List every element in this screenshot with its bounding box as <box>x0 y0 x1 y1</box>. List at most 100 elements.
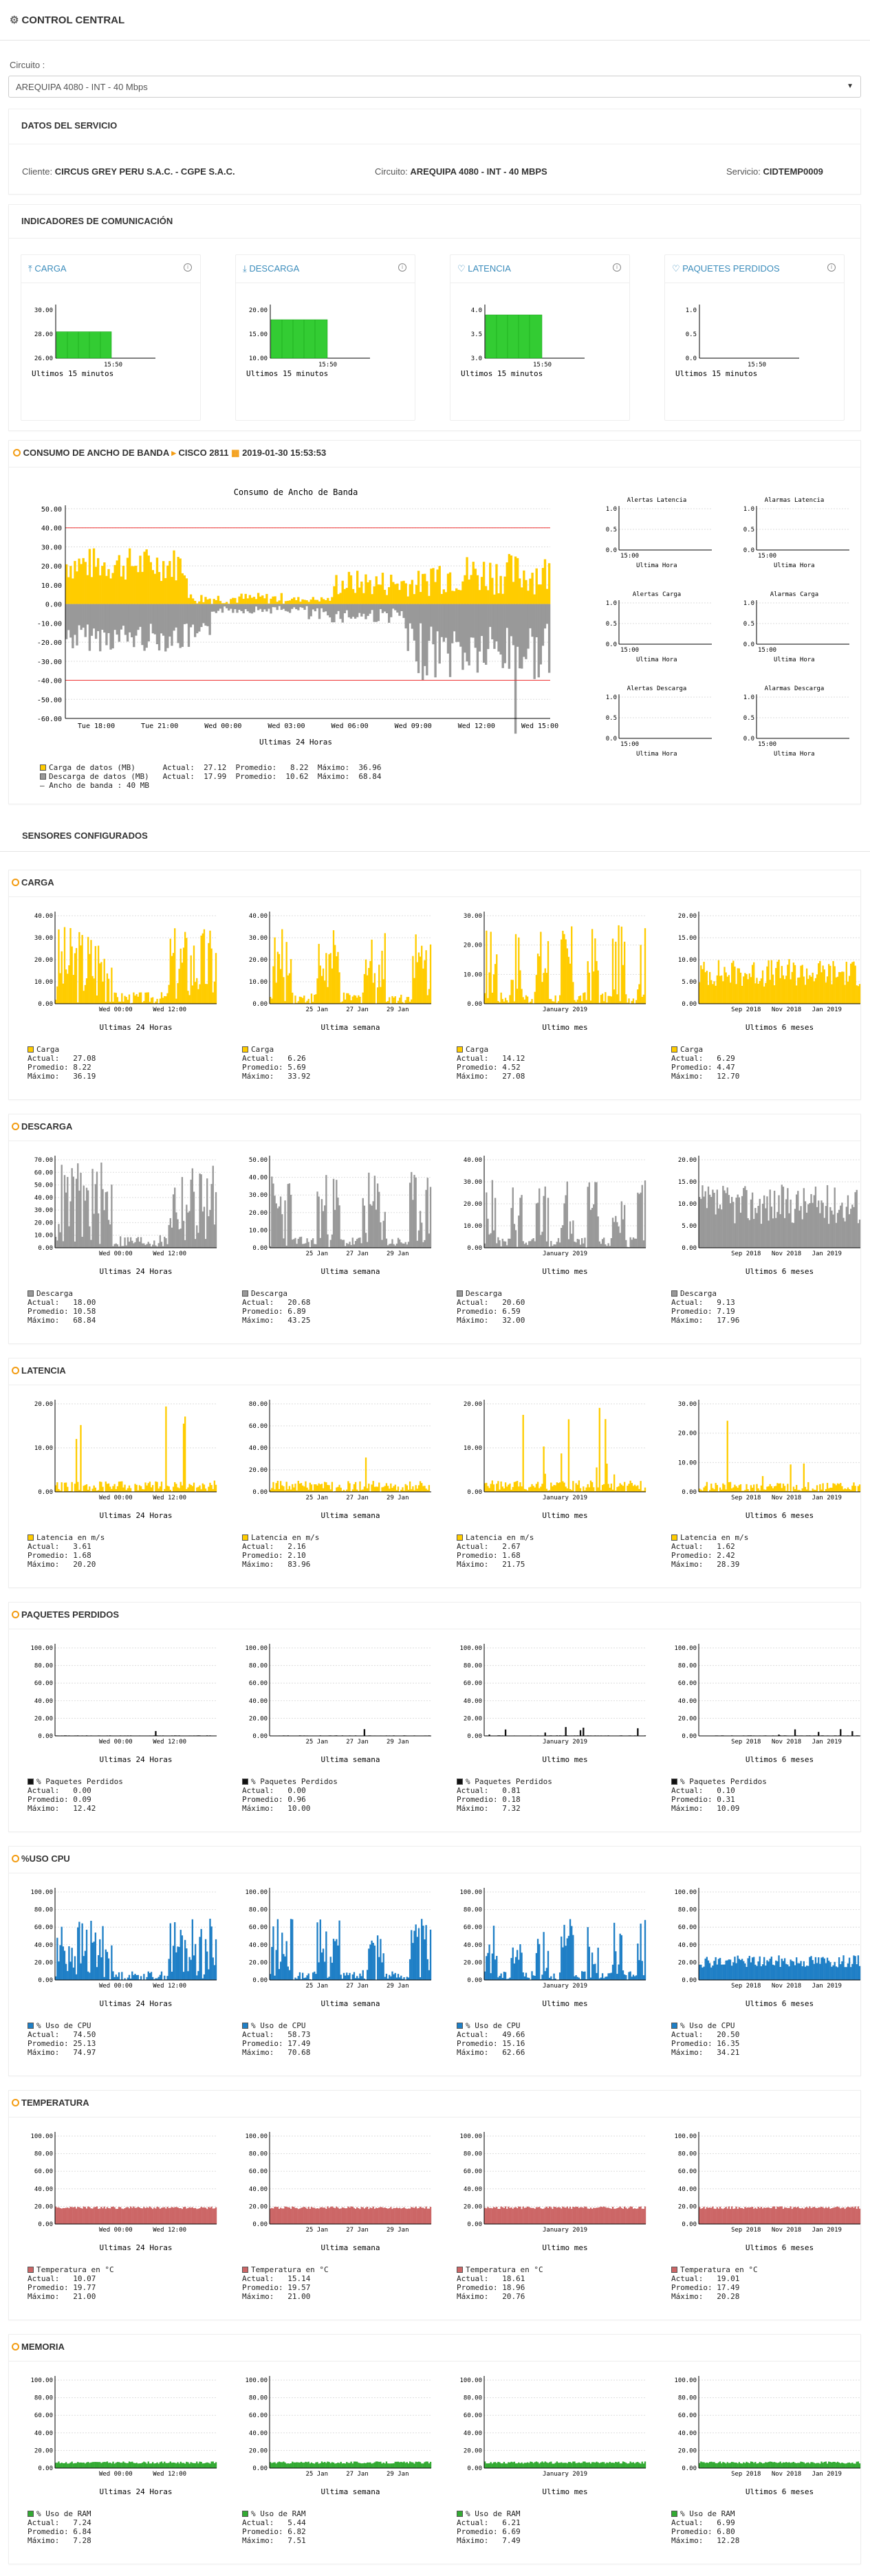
data-bar <box>770 1486 773 1492</box>
data-bar <box>336 2463 338 2468</box>
data-bar <box>121 993 123 1004</box>
data-bar <box>775 968 777 1004</box>
data-bar <box>359 996 361 1004</box>
x-label: Ultima semana <box>320 2243 380 2252</box>
data-bar <box>358 1237 360 1248</box>
data-bar <box>627 2463 629 2468</box>
data-bar <box>413 1174 415 1248</box>
data-bar <box>63 2208 66 2224</box>
upload-bar <box>242 599 245 604</box>
data-bar <box>169 2208 171 2224</box>
data-bar <box>503 1241 505 1248</box>
data-bar <box>55 2463 57 2468</box>
circuit-select[interactable]: AREQUIPA 4080 - INT - 40 Mbps ▼ <box>8 76 861 98</box>
data-bar <box>68 2463 70 2468</box>
upload-bar <box>505 562 508 604</box>
data-bar <box>159 1974 162 1980</box>
data-bar <box>111 1185 113 1248</box>
data-bar <box>94 2207 97 2224</box>
data-bar <box>585 1487 587 1492</box>
data-bar <box>629 1971 631 1980</box>
indicator-link[interactable]: ♡ LATENCIA <box>457 263 511 274</box>
download-bar <box>459 604 462 647</box>
data-bar <box>506 1245 508 1248</box>
info-icon[interactable]: i <box>827 263 836 272</box>
data-bar <box>278 2209 281 2224</box>
data-bar <box>187 1487 189 1492</box>
data-bar <box>797 1963 799 1980</box>
data-bar <box>501 1978 503 1980</box>
info-icon[interactable]: i <box>184 263 192 272</box>
data-bar <box>554 995 556 1004</box>
data-bar <box>760 1966 763 1980</box>
data-bar <box>329 953 331 1004</box>
data-bar <box>857 2461 860 2468</box>
indicator-link[interactable]: ♡ PAQUETES PERDIDOS <box>672 263 780 274</box>
data-bar <box>315 1974 317 1980</box>
download-bar <box>103 604 106 633</box>
data-bar <box>74 2207 76 2224</box>
data-bar <box>532 2208 534 2224</box>
data-bar <box>133 1974 135 1980</box>
info-icon[interactable]: i <box>398 263 406 272</box>
data-bar <box>715 2209 717 2224</box>
indicator-link[interactable]: ⤒ CARGA <box>28 263 67 274</box>
data-bar <box>215 2462 217 2468</box>
data-bar <box>790 1199 792 1248</box>
data-bar <box>585 2207 587 2224</box>
data-bar <box>858 1966 861 1980</box>
data-bar <box>753 2208 755 2224</box>
data-bar <box>346 1243 348 1248</box>
data-bar <box>367 1488 369 1492</box>
data-bar <box>620 1201 623 1248</box>
upload-bar <box>543 559 547 604</box>
data-bar <box>497 1977 499 1980</box>
data-bar <box>394 1245 396 1248</box>
sensor-legend: Temperatura en °C Actual: 19.01 Promedio… <box>671 2265 758 2301</box>
data-bar <box>766 966 768 1004</box>
data-bar <box>541 2209 543 2224</box>
upload-bar <box>84 562 87 604</box>
data-bar <box>509 1238 511 1248</box>
data-bar <box>59 2463 61 2468</box>
data-bar <box>281 2208 283 2224</box>
data-bar <box>78 2207 80 2224</box>
upload-bar <box>533 594 536 604</box>
y-tick: 0.0 <box>743 641 754 648</box>
data-bar <box>596 1972 598 1980</box>
data-bar <box>391 1971 393 1980</box>
data-bar <box>708 1963 711 1980</box>
upload-bar <box>365 574 367 604</box>
x-tick: 15:00 <box>620 553 639 560</box>
data-bar <box>393 2208 395 2224</box>
download-bar <box>200 604 203 628</box>
x-tick: 25 Jan <box>305 1251 328 1257</box>
data-bar <box>725 972 727 1004</box>
data-bar <box>118 2207 120 2224</box>
data-bar <box>583 2208 585 2224</box>
data-bar <box>748 1490 750 1492</box>
y-tick: 20.00 <box>249 1959 268 1966</box>
data-bar <box>781 966 783 1004</box>
x-label: Ultimo mes <box>542 1755 587 1764</box>
info-icon[interactable]: i <box>613 263 621 272</box>
data-bar <box>358 1978 360 1980</box>
data-bar <box>638 984 640 1004</box>
y-tick: 100.00 <box>245 2377 268 2384</box>
data-bar <box>168 1959 170 1980</box>
data-bar <box>782 1187 785 1248</box>
data-bar <box>785 1490 787 1492</box>
indicator-link[interactable]: ⤓ DESCARGA <box>243 263 300 274</box>
tick-label: 0.5 <box>686 331 697 338</box>
data-bar <box>115 993 117 1004</box>
data-bar <box>606 1977 608 1980</box>
data-bar <box>96 2206 98 2224</box>
y-tick: 1.0 <box>606 506 617 513</box>
download-bar <box>470 604 472 638</box>
data-bar <box>613 1474 616 1492</box>
upload-bar <box>450 591 454 604</box>
y-tick: 10.00 <box>464 1445 482 1452</box>
data-bar <box>332 930 335 1004</box>
data-bar <box>309 1482 312 1492</box>
